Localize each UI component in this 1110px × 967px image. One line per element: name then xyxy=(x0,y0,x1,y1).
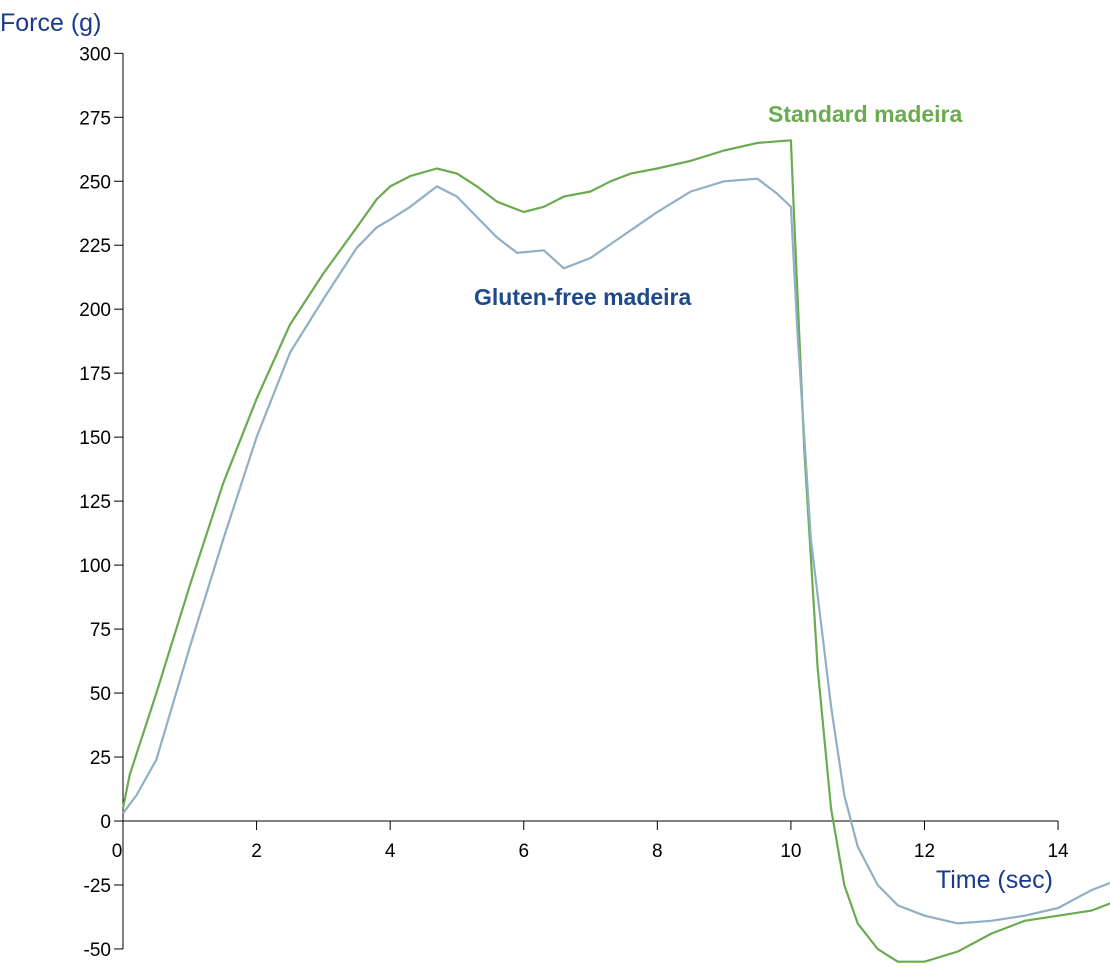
y-tick-label: 300 xyxy=(79,44,111,65)
series-line-gluten-free-madeira xyxy=(122,177,1110,925)
x-tick-label: 2 xyxy=(251,841,262,862)
y-tick-label: 275 xyxy=(79,108,111,129)
y-tick-label: 50 xyxy=(90,684,111,705)
y-tick-label: 175 xyxy=(79,364,111,385)
y-tick-label: 25 xyxy=(90,748,111,769)
y-axis-title: Force (g) xyxy=(0,9,101,37)
x-tick-label: 14 xyxy=(1047,841,1069,862)
y-tick-label: 200 xyxy=(79,300,111,321)
y-tick-label: 100 xyxy=(79,556,111,577)
x-axis: 0 2 4 6 8 10 12 14 xyxy=(112,820,1069,862)
y-tick-label: -25 xyxy=(84,876,111,897)
x-tick-label: 10 xyxy=(780,841,801,862)
y-tick-label: 75 xyxy=(90,620,111,641)
y-tick-label: 250 xyxy=(79,172,111,193)
x-tick-label: 8 xyxy=(652,841,663,862)
x-tick-label: 6 xyxy=(518,841,529,862)
series-lines xyxy=(121,139,1110,963)
series-label-standard-madeira: Standard madeira xyxy=(768,101,962,127)
x-tick-label: 4 xyxy=(385,841,396,862)
x-tick-label: 0 xyxy=(112,841,123,862)
y-tick-label: 0 xyxy=(100,812,111,833)
series-line-standard-madeira xyxy=(121,139,1110,963)
x-tick-label: 12 xyxy=(914,841,935,862)
y-tick-label: 150 xyxy=(79,428,111,449)
x-axis-title: Time (sec) xyxy=(936,866,1053,894)
y-tick-label: 125 xyxy=(79,492,111,513)
series-label-gluten-free-madeira: Gluten-free madeira xyxy=(474,284,691,310)
y-tick-label: -50 xyxy=(84,940,111,961)
y-tick-label: 225 xyxy=(79,236,111,257)
